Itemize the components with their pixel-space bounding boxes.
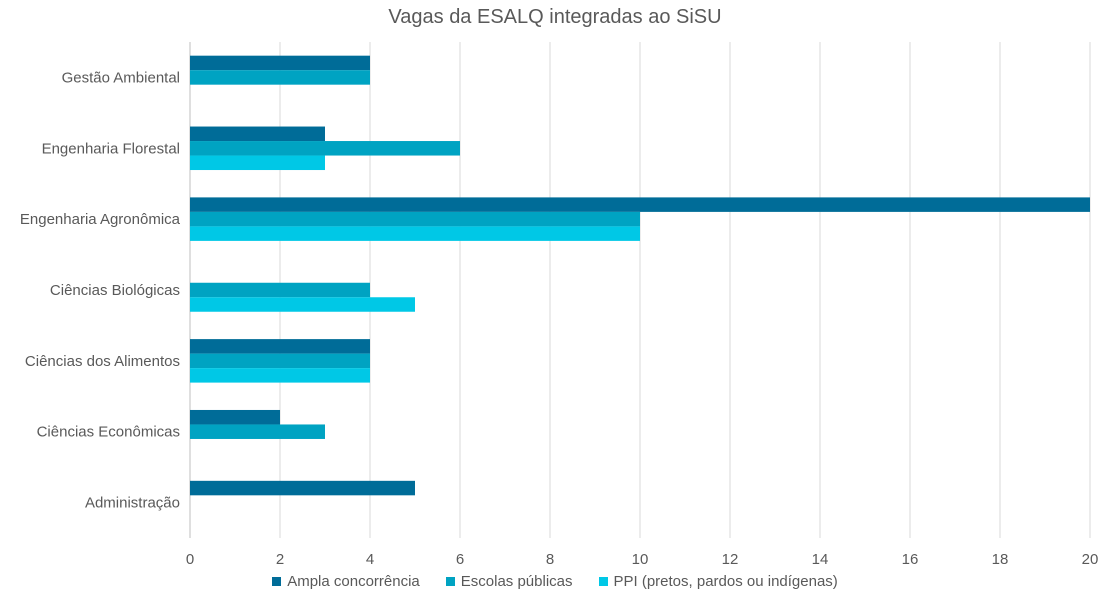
bar xyxy=(190,480,415,496)
x-tick-label: 8 xyxy=(546,551,554,568)
x-tick-label: 4 xyxy=(366,551,374,568)
x-tick-label: 20 xyxy=(1082,551,1099,568)
bar xyxy=(190,197,1090,212)
category-label: Ciências dos Alimentos xyxy=(25,353,180,370)
bar xyxy=(190,141,460,156)
bar xyxy=(190,424,325,439)
bar xyxy=(190,211,640,227)
bar xyxy=(190,155,325,171)
x-tick-label: 2 xyxy=(276,551,284,568)
x-tick-label: 6 xyxy=(456,551,464,568)
category-label: Gestão Ambiental xyxy=(62,69,180,86)
bar xyxy=(190,368,370,383)
x-tick-label: 18 xyxy=(992,551,1009,568)
category-label: Ciências Econômicas xyxy=(37,424,180,441)
bar xyxy=(190,297,415,312)
legend-swatch-ampla xyxy=(272,577,282,586)
category-label: Administração xyxy=(85,495,180,512)
bar xyxy=(190,339,370,354)
x-tick-label: 16 xyxy=(902,551,919,568)
legend-label-escolas: Escolas públicas xyxy=(460,573,573,590)
bar xyxy=(190,353,370,369)
legend-swatch-ppi xyxy=(598,577,608,586)
bar xyxy=(190,226,640,241)
legend-swatch-escolas xyxy=(445,577,455,586)
chart-title: Vagas da ESALQ integradas ao SiSU xyxy=(388,6,722,28)
bar xyxy=(190,70,370,85)
category-label: Ciências Biológicas xyxy=(50,282,180,299)
x-tick-label: 12 xyxy=(722,551,739,568)
legend-label-ampla: Ampla concorrência xyxy=(287,573,420,590)
bar xyxy=(190,409,280,425)
x-tick-label: 10 xyxy=(632,551,649,568)
bar xyxy=(190,282,370,298)
bar xyxy=(190,55,370,71)
category-label: Engenharia Agronômica xyxy=(20,211,181,228)
bar xyxy=(190,126,325,142)
legend-item-ampla: Ampla concorrência xyxy=(272,573,420,590)
category-label: Engenharia Florestal xyxy=(42,140,180,157)
x-tick-label: 0 xyxy=(186,551,194,568)
x-tick-label: 14 xyxy=(812,551,829,568)
legend-label-ppi: PPI (pretos, pardos ou indígenas) xyxy=(613,573,838,590)
chart-legend: Ampla concorrência Escolas públicas PPI … xyxy=(0,573,1110,590)
legend-item-escolas: Escolas públicas xyxy=(445,573,573,590)
legend-item-ppi: PPI (pretos, pardos ou indígenas) xyxy=(598,573,838,590)
